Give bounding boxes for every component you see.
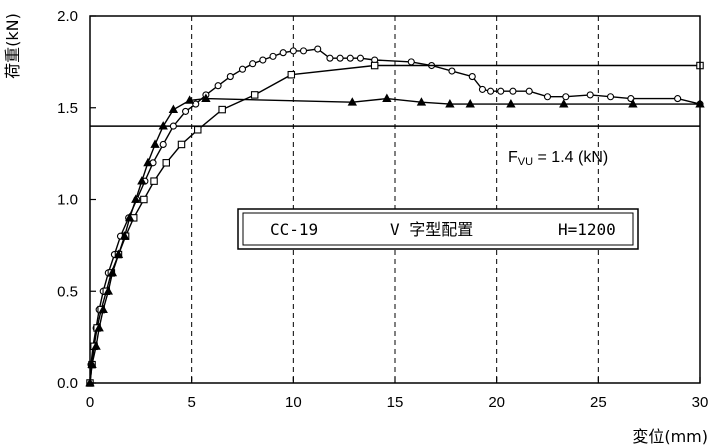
x-tick-label-15: 15 bbox=[387, 394, 404, 411]
point-circle-47 bbox=[674, 95, 682, 103]
x-tick-label-30: 30 bbox=[692, 394, 709, 411]
legend-configuration: V 字型配置 bbox=[390, 220, 473, 239]
x-tick-label-5: 5 bbox=[187, 394, 195, 411]
series-layer bbox=[85, 45, 705, 387]
point-circle-28 bbox=[326, 54, 334, 62]
point-triangle-5 bbox=[103, 286, 113, 295]
series-triangle bbox=[85, 93, 705, 387]
point-triangle-15 bbox=[168, 104, 179, 113]
point-square-11 bbox=[150, 177, 158, 185]
x-axis-title: 変位(mm) bbox=[632, 427, 708, 446]
point-triangle-8 bbox=[119, 231, 130, 240]
point-circle-40 bbox=[509, 87, 517, 95]
x-tick-label-10: 10 bbox=[285, 394, 302, 411]
legend-specimen-id: CC-19 bbox=[270, 220, 318, 239]
point-circle-31 bbox=[356, 54, 364, 62]
point-circle-20 bbox=[238, 65, 247, 73]
tick-labels: 0 5 10 15 20 25 30 0.0 0.5 1.0 1.5 2.0 bbox=[57, 8, 708, 411]
point-circle-25 bbox=[289, 47, 297, 55]
point-square-10 bbox=[140, 195, 148, 204]
point-circle-19 bbox=[226, 73, 234, 81]
point-circle-27 bbox=[314, 45, 322, 53]
point-triangle-10 bbox=[131, 194, 141, 203]
point-square-12 bbox=[162, 159, 171, 167]
gridlines bbox=[191, 16, 599, 383]
y-tick-label-1.5: 1.5 bbox=[57, 100, 78, 117]
point-circle-24 bbox=[279, 49, 287, 57]
point-triangle-9 bbox=[124, 212, 135, 222]
point-circle-35 bbox=[448, 67, 456, 75]
point-square-16 bbox=[250, 91, 259, 99]
point-circle-15 bbox=[182, 107, 190, 115]
legend-height: H=1200 bbox=[558, 220, 616, 239]
point-circle-22 bbox=[259, 56, 267, 64]
point-circle-36 bbox=[468, 73, 476, 81]
point-circle-41 bbox=[525, 87, 533, 95]
point-triangle-16 bbox=[184, 95, 195, 104]
point-square-14 bbox=[194, 126, 202, 134]
point-square-15 bbox=[218, 105, 226, 114]
point-triangle-21 bbox=[445, 99, 455, 108]
point-triangle-4 bbox=[98, 304, 108, 314]
point-triangle-20 bbox=[416, 97, 427, 106]
point-circle-30 bbox=[346, 54, 354, 62]
point-triangle-24 bbox=[559, 99, 569, 108]
point-square-18 bbox=[370, 61, 379, 70]
point-circle-14 bbox=[169, 122, 177, 130]
point-triangle-22 bbox=[465, 99, 475, 108]
legend-box: CC-19 V 字型配置 H=1200 bbox=[237, 208, 639, 250]
point-triangle-6 bbox=[107, 267, 118, 277]
point-square-13 bbox=[177, 140, 186, 149]
x-tick-label-20: 20 bbox=[488, 394, 505, 411]
point-triangle-25 bbox=[628, 99, 638, 108]
point-triangle-17 bbox=[201, 93, 211, 102]
point-circle-44 bbox=[586, 91, 594, 99]
point-triangle-13 bbox=[150, 139, 160, 148]
tick-marks bbox=[89, 15, 701, 384]
point-circle-21 bbox=[249, 60, 257, 68]
point-triangle-18 bbox=[347, 97, 357, 106]
point-circle-29 bbox=[336, 54, 344, 62]
point-circle-39 bbox=[497, 87, 505, 95]
point-triangle-12 bbox=[143, 157, 153, 167]
point-circle-13 bbox=[159, 140, 167, 148]
y-tick-label-2: 2.0 bbox=[57, 8, 78, 25]
point-circle-37 bbox=[478, 85, 486, 93]
y-tick-label-1: 1.0 bbox=[57, 192, 78, 209]
x-tick-label-0: 0 bbox=[86, 394, 94, 411]
reference-line-label: FVU = 1.4 (kN) bbox=[508, 149, 608, 168]
legend-box-inner bbox=[242, 212, 634, 246]
point-circle-38 bbox=[487, 87, 495, 95]
point-triangle-2 bbox=[91, 341, 101, 350]
point-triangle-19 bbox=[382, 93, 392, 102]
y-tick-label-0.5: 0.5 bbox=[57, 283, 78, 300]
y-axis-title: 荷重(kN) bbox=[3, 13, 22, 79]
y-tick-label-0: 0.0 bbox=[57, 375, 78, 392]
point-circle-45 bbox=[606, 93, 615, 101]
point-square-17 bbox=[287, 70, 296, 79]
legend-box-outer bbox=[237, 208, 639, 250]
point-triangle-3 bbox=[94, 322, 104, 332]
point-triangle-23 bbox=[506, 99, 516, 108]
point-triangle-14 bbox=[158, 121, 168, 130]
point-circle-42 bbox=[543, 93, 552, 101]
point-circle-43 bbox=[562, 93, 570, 101]
point-circle-18 bbox=[214, 82, 222, 90]
point-circle-16 bbox=[192, 100, 200, 108]
point-circle-23 bbox=[269, 52, 277, 60]
point-circle-26 bbox=[299, 47, 308, 55]
point-triangle-7 bbox=[113, 249, 124, 258]
x-tick-label-25: 25 bbox=[590, 394, 607, 411]
point-circle-33 bbox=[407, 58, 415, 66]
point-triangle-11 bbox=[137, 176, 147, 185]
